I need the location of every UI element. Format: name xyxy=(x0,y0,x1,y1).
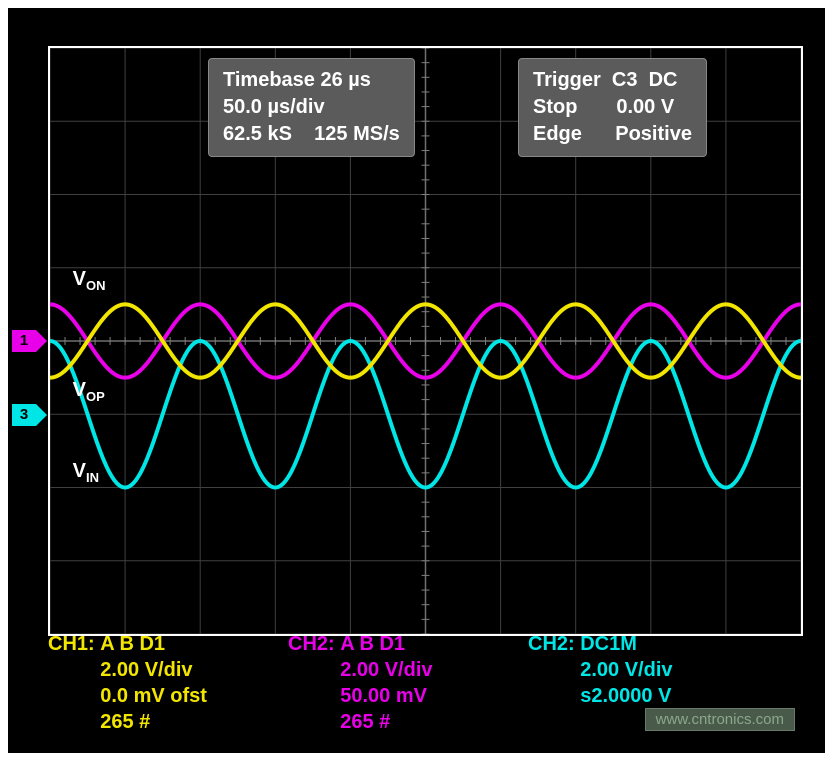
channel-info-col-2: CH2: A B D12.00 V/div50.00 mV265 # xyxy=(288,631,528,735)
channel-info-line: 265 # xyxy=(340,709,432,735)
channel-info-line: A B D1 xyxy=(100,631,207,657)
info-cell: 0.00 V xyxy=(616,94,674,121)
info-cell: Trigger xyxy=(533,67,612,94)
channel-info-line: 2.00 V/div xyxy=(100,657,207,683)
info-cell: 62.5 kS 125 MS/s xyxy=(223,121,400,148)
info-cell: C3 DC xyxy=(612,67,678,94)
channel-label: CH1: xyxy=(48,631,100,735)
wave-label-in: VIN xyxy=(73,460,99,485)
info-cell: 50.0 µs/div xyxy=(223,94,325,121)
channel-info-line: A B D1 xyxy=(340,631,432,657)
channel-info-line: 265 # xyxy=(100,709,207,735)
channel-marker-3: 3 xyxy=(12,404,36,426)
channel-label: CH2: xyxy=(288,631,340,735)
channel-info-line: 2.00 V/div xyxy=(340,657,432,683)
wave-label-op: VOP xyxy=(73,379,105,404)
channel-info-line: s2.0000 V xyxy=(580,683,672,709)
channel-label: CH2: xyxy=(528,631,580,735)
channel-info-col-1: CH1: A B D12.00 V/div0.0 mV ofst265 # xyxy=(48,631,288,735)
trigger-info-box: Trigger C3 DCStop 0.00 VEdge Positive xyxy=(518,58,707,157)
channel-info-line: 50.00 mV xyxy=(340,683,432,709)
channel-info-line: 2.00 V/div xyxy=(580,657,672,683)
watermark: www.cntronics.com xyxy=(645,708,795,731)
timebase-info-box: Timebase 26 µs50.0 µs/div62.5 kS 125 MS/… xyxy=(208,58,415,157)
channel-marker-1: 1 xyxy=(12,330,36,352)
oscilloscope-frame: Timebase 26 µs50.0 µs/div62.5 kS 125 MS/… xyxy=(8,8,825,753)
info-cell: Timebase 26 µs xyxy=(223,67,371,94)
info-cell: Positive xyxy=(615,121,692,148)
plot-area: Timebase 26 µs50.0 µs/div62.5 kS 125 MS/… xyxy=(48,46,803,636)
channel-info-line: DC1M xyxy=(580,631,672,657)
info-cell: Edge xyxy=(533,121,615,148)
wave-label-on: VON xyxy=(73,268,106,293)
info-cell: Stop xyxy=(533,94,616,121)
channel-info-line: 0.0 mV ofst xyxy=(100,683,207,709)
